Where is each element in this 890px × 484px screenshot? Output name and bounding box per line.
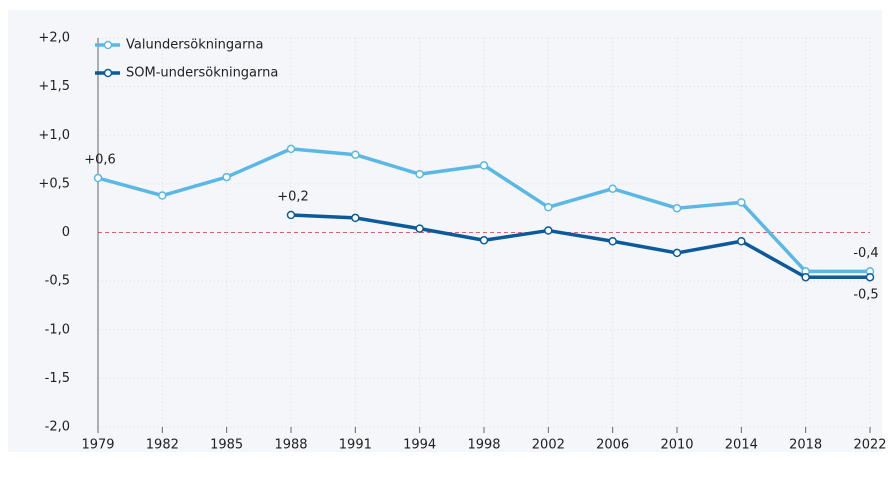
x-tick-label: 1979 bbox=[81, 438, 114, 453]
x-tick-label: 2022 bbox=[853, 438, 886, 453]
point bbox=[415, 224, 424, 233]
x-tick-label: 1985 bbox=[210, 438, 243, 453]
y-tick-label: +1,5 bbox=[38, 79, 70, 94]
y-tick-label: -1,0 bbox=[45, 322, 70, 337]
series-line bbox=[290, 213, 870, 279]
y-tick-label: +2,0 bbox=[38, 31, 70, 46]
plot-background bbox=[8, 10, 882, 452]
legend-label: Valundersökningarna bbox=[126, 38, 263, 53]
point bbox=[286, 144, 296, 154]
legend-point bbox=[103, 40, 113, 50]
point bbox=[93, 173, 103, 183]
legend-label: SOM-undersökningarna bbox=[126, 66, 278, 81]
x-tick-label: 2006 bbox=[596, 438, 629, 453]
x-tick-label: 2002 bbox=[532, 438, 565, 453]
x-tick-label: 2010 bbox=[660, 438, 693, 453]
x-tick-label: 2014 bbox=[725, 438, 758, 453]
x-tick-label: 1988 bbox=[274, 438, 307, 453]
y-tick-label: -1,5 bbox=[45, 371, 70, 386]
point bbox=[544, 202, 553, 212]
point bbox=[737, 237, 746, 246]
point bbox=[286, 210, 296, 220]
point bbox=[672, 248, 682, 258]
x-tick-label: 1998 bbox=[467, 438, 500, 453]
data-label: +0,6 bbox=[84, 153, 116, 168]
x-tick-label: 2018 bbox=[789, 438, 822, 453]
x-tick-label: 1991 bbox=[339, 438, 372, 453]
point bbox=[865, 272, 875, 282]
point bbox=[479, 161, 489, 170]
point bbox=[351, 213, 360, 223]
point bbox=[737, 198, 746, 207]
point bbox=[608, 237, 617, 246]
y-tick-label: -2,0 bbox=[45, 420, 70, 435]
data-label: +0,2 bbox=[277, 189, 309, 204]
y-tick-label: +1,0 bbox=[38, 128, 70, 143]
point bbox=[544, 226, 553, 235]
point bbox=[672, 203, 682, 213]
y-tick-label: 0 bbox=[62, 225, 70, 240]
legend-point bbox=[103, 68, 113, 78]
point bbox=[415, 169, 424, 179]
point bbox=[479, 236, 489, 245]
data-label: -0,4 bbox=[853, 246, 878, 261]
x-tick-label: 1994 bbox=[403, 438, 436, 453]
point bbox=[801, 272, 810, 282]
point bbox=[351, 150, 360, 159]
point bbox=[222, 172, 231, 182]
data-label: -0,5 bbox=[853, 288, 878, 303]
x-tick-label: 1982 bbox=[146, 438, 179, 453]
y-tick-label: +0,5 bbox=[38, 176, 70, 191]
point bbox=[608, 184, 617, 193]
point bbox=[158, 191, 167, 200]
y-tick-label: -0,5 bbox=[45, 274, 70, 289]
